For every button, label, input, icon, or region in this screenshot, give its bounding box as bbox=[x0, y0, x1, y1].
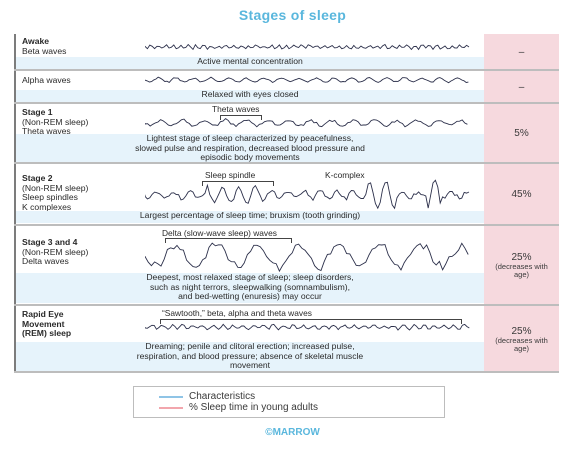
percent-value: – bbox=[518, 81, 525, 93]
stage-row-rem: 25% (decreases with age) bbox=[14, 306, 559, 372]
stage-label-alpha: Alpha waves bbox=[22, 75, 71, 86]
spindle-wave bbox=[145, 179, 470, 210]
characteristics-alpha: Relaxed with eyes closed bbox=[16, 89, 484, 102]
legend-item-characteristics: Characteristics bbox=[159, 391, 256, 402]
page-title: Stages of sleep bbox=[238, 7, 347, 23]
label-line: (Non-REM sleep) bbox=[22, 246, 89, 257]
percent-value: 5% bbox=[514, 127, 529, 139]
percent-value: 25% bbox=[511, 325, 532, 337]
wave-trace bbox=[145, 179, 470, 210]
char-line: respiration, and blood pressure; absence… bbox=[136, 350, 364, 361]
alpha-wave bbox=[145, 76, 469, 84]
stage-row-alpha: – bbox=[14, 71, 559, 103]
label-line: Alpha waves bbox=[22, 75, 71, 85]
char-line: Deepest, most relaxed stage of sleep; sl… bbox=[146, 272, 354, 282]
char-line: movement bbox=[229, 360, 271, 370]
theta-wave bbox=[145, 118, 468, 128]
wave-trace bbox=[145, 242, 469, 273]
char-line: slowed pulse and respiration, decreased … bbox=[135, 142, 365, 153]
percent-cell: 45% bbox=[484, 164, 559, 224]
char-line: such as night terrors, sleepwalking (som… bbox=[149, 281, 351, 292]
legend-swatch-blue bbox=[159, 396, 183, 398]
delta-bracket bbox=[165, 238, 292, 243]
wave-trace bbox=[145, 43, 470, 51]
row-divider bbox=[14, 371, 559, 373]
percent-value: – bbox=[518, 46, 525, 58]
characteristics-stage34: Deepest, most relaxed stage of sleep; sl… bbox=[16, 272, 484, 303]
delta-waves-annotation: Delta (slow-wave sleep) waves bbox=[162, 228, 277, 238]
stage-row-awake: – bbox=[14, 34, 559, 70]
char-line: Dreaming; penile and clitoral erection; … bbox=[145, 341, 355, 351]
label-line: Stage 3 and 4 bbox=[22, 237, 78, 247]
char-line: episodic body movements bbox=[200, 152, 300, 162]
percent-cell: – bbox=[484, 34, 559, 70]
percent-cell: 5% bbox=[484, 104, 559, 162]
rem-wave bbox=[145, 323, 470, 331]
characteristics-stage1: Lightest stage of sleep characterized by… bbox=[16, 133, 484, 162]
sleep-spindle-annotation: Sleep spindle bbox=[205, 170, 256, 180]
label-line: Stage 2 bbox=[22, 173, 53, 183]
stage-label-stage1: Stage 1 (Non-REM sleep) Theta waves bbox=[22, 107, 89, 137]
label-line: Beta waves bbox=[22, 45, 67, 56]
row-divider bbox=[14, 224, 559, 226]
wave-trace bbox=[145, 323, 470, 331]
characteristics-stage2: Largest percentage of sleep time; bruxis… bbox=[16, 210, 484, 223]
legend-item-percent: % Sleep time in young adults bbox=[159, 402, 318, 413]
row-divider bbox=[14, 304, 559, 306]
stage-label-awake: Awake Beta waves bbox=[22, 36, 67, 56]
legend-swatch-pink bbox=[159, 407, 183, 409]
percent-value: 25% bbox=[511, 251, 532, 263]
stage-label-stage34: Stage 3 and 4 (Non-REM sleep) Delta wave… bbox=[22, 237, 89, 267]
label-line: (Non-REM sleep) bbox=[22, 182, 89, 193]
percent-value: 45% bbox=[511, 188, 532, 200]
row-divider bbox=[14, 102, 559, 104]
label-line: K complexes bbox=[22, 201, 72, 212]
sawtooth-annotation: “Sawtooth,” beta, alpha and theta waves bbox=[162, 308, 312, 318]
row-divider bbox=[14, 69, 559, 71]
char-line: and bed-wetting (enuresis) may occur bbox=[178, 291, 322, 301]
theta-bracket bbox=[220, 115, 262, 120]
label-line: Movement bbox=[22, 318, 65, 329]
k-complex-annotation: K-complex bbox=[325, 170, 365, 180]
percent-cell: – bbox=[484, 71, 559, 103]
char-line: Lightest stage of sleep characterized by… bbox=[146, 133, 354, 143]
stage-row-stage2: 45% bbox=[14, 164, 559, 224]
legend-label: Characteristics bbox=[189, 391, 256, 402]
beta-wave bbox=[145, 43, 470, 51]
percent-note: (decreases with age) bbox=[495, 335, 548, 353]
label-line: Rapid Eye bbox=[22, 309, 64, 319]
percent-note: (decreases with age) bbox=[495, 261, 548, 279]
legend: Characteristics % Sleep time in young ad… bbox=[133, 386, 445, 418]
label-line: Sleep spindles bbox=[22, 192, 78, 202]
footer-brand: ©MARROW bbox=[265, 427, 320, 438]
stage-row-stage1: 5% bbox=[14, 104, 559, 162]
stage-row-stage34: 25% (decreases with age) bbox=[14, 226, 559, 304]
theta-waves-annotation: Theta waves bbox=[212, 104, 260, 114]
stage-label-rem: Rapid Eye Movement (REM) sleep bbox=[22, 309, 72, 339]
percent-cell: 25% (decreases with age) bbox=[484, 306, 559, 372]
wave-trace bbox=[145, 118, 468, 128]
label-line: Stage 1 bbox=[22, 107, 53, 117]
label-line: Delta waves bbox=[22, 256, 69, 266]
wave-trace bbox=[145, 76, 469, 84]
characteristics-awake: Active mental concentration bbox=[16, 56, 484, 69]
label-line: (REM) sleep bbox=[22, 328, 72, 338]
label-line: (Non-REM sleep) bbox=[22, 116, 89, 127]
stage-label-stage2: Stage 2 (Non-REM sleep) Sleep spindles K… bbox=[22, 173, 89, 212]
spindle-bracket bbox=[202, 181, 274, 186]
row-divider bbox=[14, 162, 559, 164]
delta-wave bbox=[145, 242, 469, 273]
percent-cell: 25% (decreases with age) bbox=[484, 226, 559, 304]
label-line: Awake bbox=[22, 36, 50, 46]
label-line: Theta waves bbox=[22, 126, 71, 136]
legend-label: % Sleep time in young adults bbox=[189, 402, 318, 413]
characteristics-rem: Dreaming; penile and clitoral erection; … bbox=[16, 341, 484, 371]
rem-bracket bbox=[160, 319, 462, 324]
